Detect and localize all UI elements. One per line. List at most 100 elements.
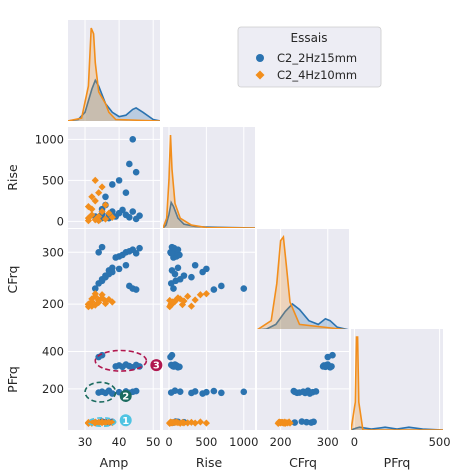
legend: Essais C2_2Hz15mm C2_4Hz10mm: [237, 26, 382, 88]
data-point: [129, 136, 137, 143]
annotation-ellipse-2: [84, 381, 117, 403]
kde-fill-c2_4hz10mm: [163, 135, 255, 228]
data-point: [84, 418, 93, 427]
data-point: [196, 291, 204, 299]
annotation-label-2: 2: [122, 391, 129, 402]
data-point: [132, 168, 140, 176]
data-point: [98, 183, 106, 191]
tick-label-x-rise: 500: [195, 435, 217, 449]
panel-background: [68, 229, 160, 330]
data-point: [170, 285, 177, 292]
legend-label-c2_4hz10mm: C2_4Hz10mm: [277, 68, 357, 82]
data-point: [108, 268, 116, 276]
x-axis-label-pfrq: PFrq: [384, 455, 411, 470]
annotation-ellipse-3: [94, 349, 148, 372]
data-point: [202, 290, 210, 298]
data-point: [218, 282, 225, 290]
annotation-label-3: 3: [153, 361, 160, 372]
kde-line-c2_4hz10mm: [163, 134, 255, 228]
tick-label-x-cfrq: 200: [270, 435, 292, 449]
panel-content: [163, 329, 255, 430]
panel-pfrq-pfrq: [351, 329, 443, 430]
data-point: [132, 250, 140, 257]
kde-line-c2_2hz15mm: [351, 426, 443, 430]
panel-content: [68, 229, 160, 330]
data-point: [98, 207, 106, 216]
y-axis-label-cfrq: CFrq: [5, 266, 20, 294]
data-point: [91, 290, 99, 298]
data-point: [203, 388, 210, 396]
kde-fill-c2_4hz10mm: [351, 337, 443, 430]
data-point: [166, 419, 174, 427]
data-point: [328, 363, 335, 370]
tick-label-x-rise: 1000: [229, 435, 258, 449]
panel-content: [257, 229, 349, 330]
data-point: [167, 280, 175, 287]
data-point: [218, 389, 225, 397]
tick-label-y-cfrq: 200: [42, 297, 64, 311]
panel-content: [68, 127, 160, 228]
x-axis-label-rise: Rise: [196, 455, 223, 470]
panel-content: [163, 127, 255, 228]
kde-line-c2_4hz10mm: [68, 27, 160, 121]
data-point: [172, 418, 181, 426]
data-point: [168, 351, 176, 359]
data-point: [122, 261, 130, 269]
data-point: [91, 301, 99, 309]
data-point: [108, 390, 116, 397]
data-point: [98, 418, 106, 426]
legend-frame: [237, 26, 382, 88]
legend-label-c2_2hz15mm: C2_2Hz15mm: [277, 51, 357, 65]
data-point: [119, 206, 126, 214]
data-point: [202, 419, 210, 427]
data-point: [171, 387, 179, 395]
data-point: [84, 301, 93, 309]
panel-cfrq-cfrq: [257, 229, 349, 330]
annotation-badge-3: [150, 359, 163, 372]
data-point: [108, 213, 116, 221]
kde-fill-c2_2hz15mm: [68, 80, 160, 121]
data-point: [210, 387, 218, 395]
data-point: [280, 419, 288, 427]
data-point: [102, 193, 109, 201]
tick-label-y-cfrq: 300: [42, 245, 64, 259]
axis-labels: Amp Rise CFrq PFrq Rise CFrq PFrq: [5, 164, 410, 470]
data-point: [210, 286, 218, 293]
kde-fill-c2_4hz10mm: [257, 237, 349, 330]
data-point: [171, 270, 179, 278]
panel-cfrq-rise: [163, 229, 255, 330]
panel-background: [68, 20, 160, 121]
panel-pfrq-rise: [163, 329, 255, 430]
data-point: [95, 296, 103, 305]
data-point: [95, 212, 103, 221]
tick-label-x-rise: 0: [165, 435, 172, 449]
data-point: [108, 181, 116, 188]
data-point: [240, 285, 248, 292]
y-axis-label-pfrq: PFrq: [5, 366, 20, 393]
panel-rise-amp: [68, 127, 160, 228]
data-point: [188, 273, 195, 281]
panel-content: [257, 329, 349, 430]
data-point: [170, 244, 178, 252]
data-point: [91, 285, 99, 292]
data-point: [329, 351, 336, 359]
kde-fill-c2_2hz15mm: [257, 304, 349, 330]
tick-label-x-amp: 50: [146, 435, 161, 449]
panel-cfrq-amp: [68, 229, 160, 330]
data-point: [303, 418, 310, 426]
panel-content: [163, 229, 255, 330]
data-point: [108, 419, 116, 427]
data-point: [191, 388, 199, 395]
data-point: [105, 209, 113, 217]
data-point: [115, 177, 123, 184]
data-point: [115, 265, 123, 273]
legend-marker-c2_4hz10mm: [255, 70, 265, 80]
panel-background: [351, 329, 443, 430]
data-point: [88, 295, 96, 303]
data-point: [88, 302, 96, 310]
y-axis-label-rise: Rise: [5, 164, 20, 191]
kde-fill-c2_4hz10mm: [68, 28, 160, 121]
panel-background: [68, 329, 160, 430]
tick-label-y-pfrq: 200: [42, 382, 64, 396]
